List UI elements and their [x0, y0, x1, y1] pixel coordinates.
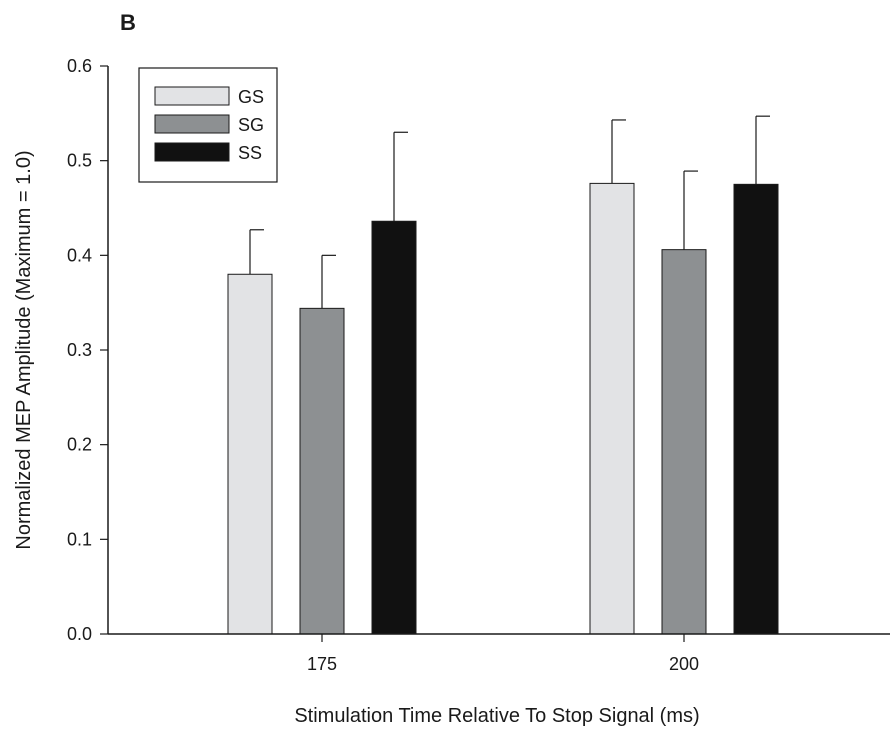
y-tick-label: 0.4 [67, 245, 92, 265]
legend: GS SG SS [138, 67, 278, 183]
legend-items: GS SG SS [154, 86, 264, 163]
panel-label: B [120, 10, 136, 35]
x-tick-label: 175 [307, 654, 337, 674]
y-tick-label: 0.0 [67, 624, 92, 644]
y-tick-label: 0.1 [67, 529, 92, 549]
legend-label-ss: SS [238, 143, 262, 163]
bar-ss-200 [733, 183, 779, 635]
bar-sg-175 [299, 307, 345, 635]
y-tick-label: 0.3 [67, 340, 92, 360]
bar-sg-200 [661, 249, 707, 635]
legend-swatch-gs [154, 86, 230, 106]
y-ticks: 0.0 0.1 0.2 0.3 0.4 0.5 0.6 [67, 56, 108, 644]
bars-layer [227, 182, 779, 635]
bar-gs-175 [227, 273, 273, 635]
legend-label-gs: GS [238, 87, 264, 107]
y-tick-label: 0.6 [67, 56, 92, 76]
y-tick-label: 0.2 [67, 435, 92, 455]
y-tick-label: 0.5 [67, 151, 92, 171]
x-ticks: 175 200 [307, 634, 699, 674]
legend-label-sg: SG [238, 115, 264, 135]
y-axis-label: Normalized MEP Amplitude (Maximum = 1.0) [13, 150, 35, 549]
error-bars-layer [249, 115, 770, 309]
bar-gs-200 [589, 182, 635, 635]
bar-ss-175 [371, 220, 417, 635]
x-axis-label: Stimulation Time Relative To Stop Signal… [294, 705, 699, 727]
legend-swatch-ss [154, 142, 230, 162]
legend-swatch-sg [154, 114, 230, 134]
x-tick-label: 200 [669, 654, 699, 674]
